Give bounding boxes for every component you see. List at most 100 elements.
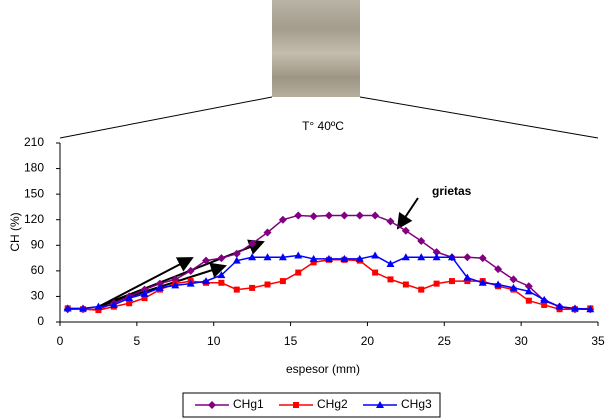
marker <box>433 280 440 287</box>
x-tick-label: 10 <box>207 334 221 348</box>
marker <box>325 211 333 220</box>
marker <box>217 254 226 263</box>
marker <box>140 289 149 297</box>
marker <box>509 275 518 284</box>
x-tick-label: 30 <box>514 334 528 348</box>
marker <box>140 285 149 294</box>
marker <box>309 212 318 221</box>
marker <box>448 278 455 285</box>
x-tick-label: 20 <box>361 334 375 348</box>
marker <box>263 228 272 237</box>
marker <box>371 251 380 259</box>
y-tick-label: 60 <box>31 263 45 277</box>
marker <box>494 265 503 274</box>
y-tick-label: 180 <box>24 161 44 175</box>
marker <box>325 254 333 262</box>
connector <box>59 96 273 139</box>
marker <box>586 305 595 313</box>
x-tick-label: 0 <box>57 334 64 348</box>
marker <box>202 256 211 265</box>
marker <box>463 253 472 262</box>
legend-label: CHg2 <box>317 397 348 411</box>
marker <box>402 281 409 288</box>
marker <box>125 294 134 302</box>
marker <box>340 211 349 220</box>
marker <box>309 254 318 262</box>
marker <box>340 254 349 262</box>
x-tick-label: 25 <box>438 334 452 348</box>
marker <box>79 304 88 312</box>
marker <box>248 239 257 248</box>
connector <box>359 96 599 139</box>
marker <box>478 254 487 263</box>
marker <box>278 253 287 261</box>
marker <box>155 279 164 288</box>
marker <box>186 279 195 287</box>
marker <box>249 284 256 291</box>
marker <box>355 254 364 262</box>
sample-photo <box>272 0 360 97</box>
marker <box>218 279 225 286</box>
marker <box>217 271 226 279</box>
y-axis-label: CH (%) <box>8 212 22 251</box>
marker <box>232 256 241 264</box>
marker <box>295 269 302 276</box>
marker <box>463 273 472 281</box>
marker <box>171 281 180 289</box>
marker <box>371 211 380 220</box>
x-tick-label: 35 <box>591 334 605 348</box>
marker <box>63 304 72 312</box>
marker <box>95 307 102 314</box>
marker <box>525 297 532 304</box>
chart-title: T° 40ºC <box>302 119 344 133</box>
y-tick-label: 150 <box>24 186 44 200</box>
marker <box>432 248 441 257</box>
x-axis-label: espesor (mm) <box>286 362 360 376</box>
marker <box>478 278 487 286</box>
y-tick-label: 0 <box>37 314 44 328</box>
annotation: grietas <box>432 184 472 198</box>
legend-label: CHg3 <box>401 397 432 411</box>
x-tick-label: 5 <box>134 334 141 348</box>
marker <box>494 280 503 288</box>
marker <box>263 253 272 261</box>
marker <box>248 253 257 261</box>
marker <box>202 277 211 285</box>
marker <box>126 300 133 307</box>
marker <box>401 226 410 235</box>
marker <box>293 402 299 408</box>
marker <box>376 401 384 408</box>
marker <box>233 286 240 293</box>
marker <box>264 281 271 288</box>
marker <box>541 301 548 308</box>
marker <box>141 295 148 302</box>
marker <box>464 278 471 285</box>
marker <box>540 295 549 303</box>
series-line <box>67 259 591 311</box>
marker <box>432 253 441 261</box>
marker <box>447 253 456 261</box>
marker <box>524 287 533 295</box>
y-tick-label: 210 <box>24 135 44 149</box>
marker <box>279 278 286 285</box>
marker <box>232 249 241 258</box>
legend-label: CHg1 <box>233 397 264 411</box>
marker <box>372 269 379 276</box>
marker <box>509 283 518 291</box>
marker <box>417 237 426 246</box>
marker <box>94 302 103 310</box>
marker <box>186 266 195 275</box>
marker <box>417 253 426 261</box>
x-tick-label: 15 <box>284 334 298 348</box>
marker <box>401 253 410 261</box>
marker <box>524 282 533 291</box>
y-tick-label: 30 <box>31 289 45 303</box>
marker <box>208 401 216 409</box>
marker <box>386 260 395 268</box>
marker <box>155 283 164 291</box>
y-tick-label: 90 <box>31 237 45 251</box>
marker <box>570 304 579 312</box>
marker <box>109 300 118 308</box>
